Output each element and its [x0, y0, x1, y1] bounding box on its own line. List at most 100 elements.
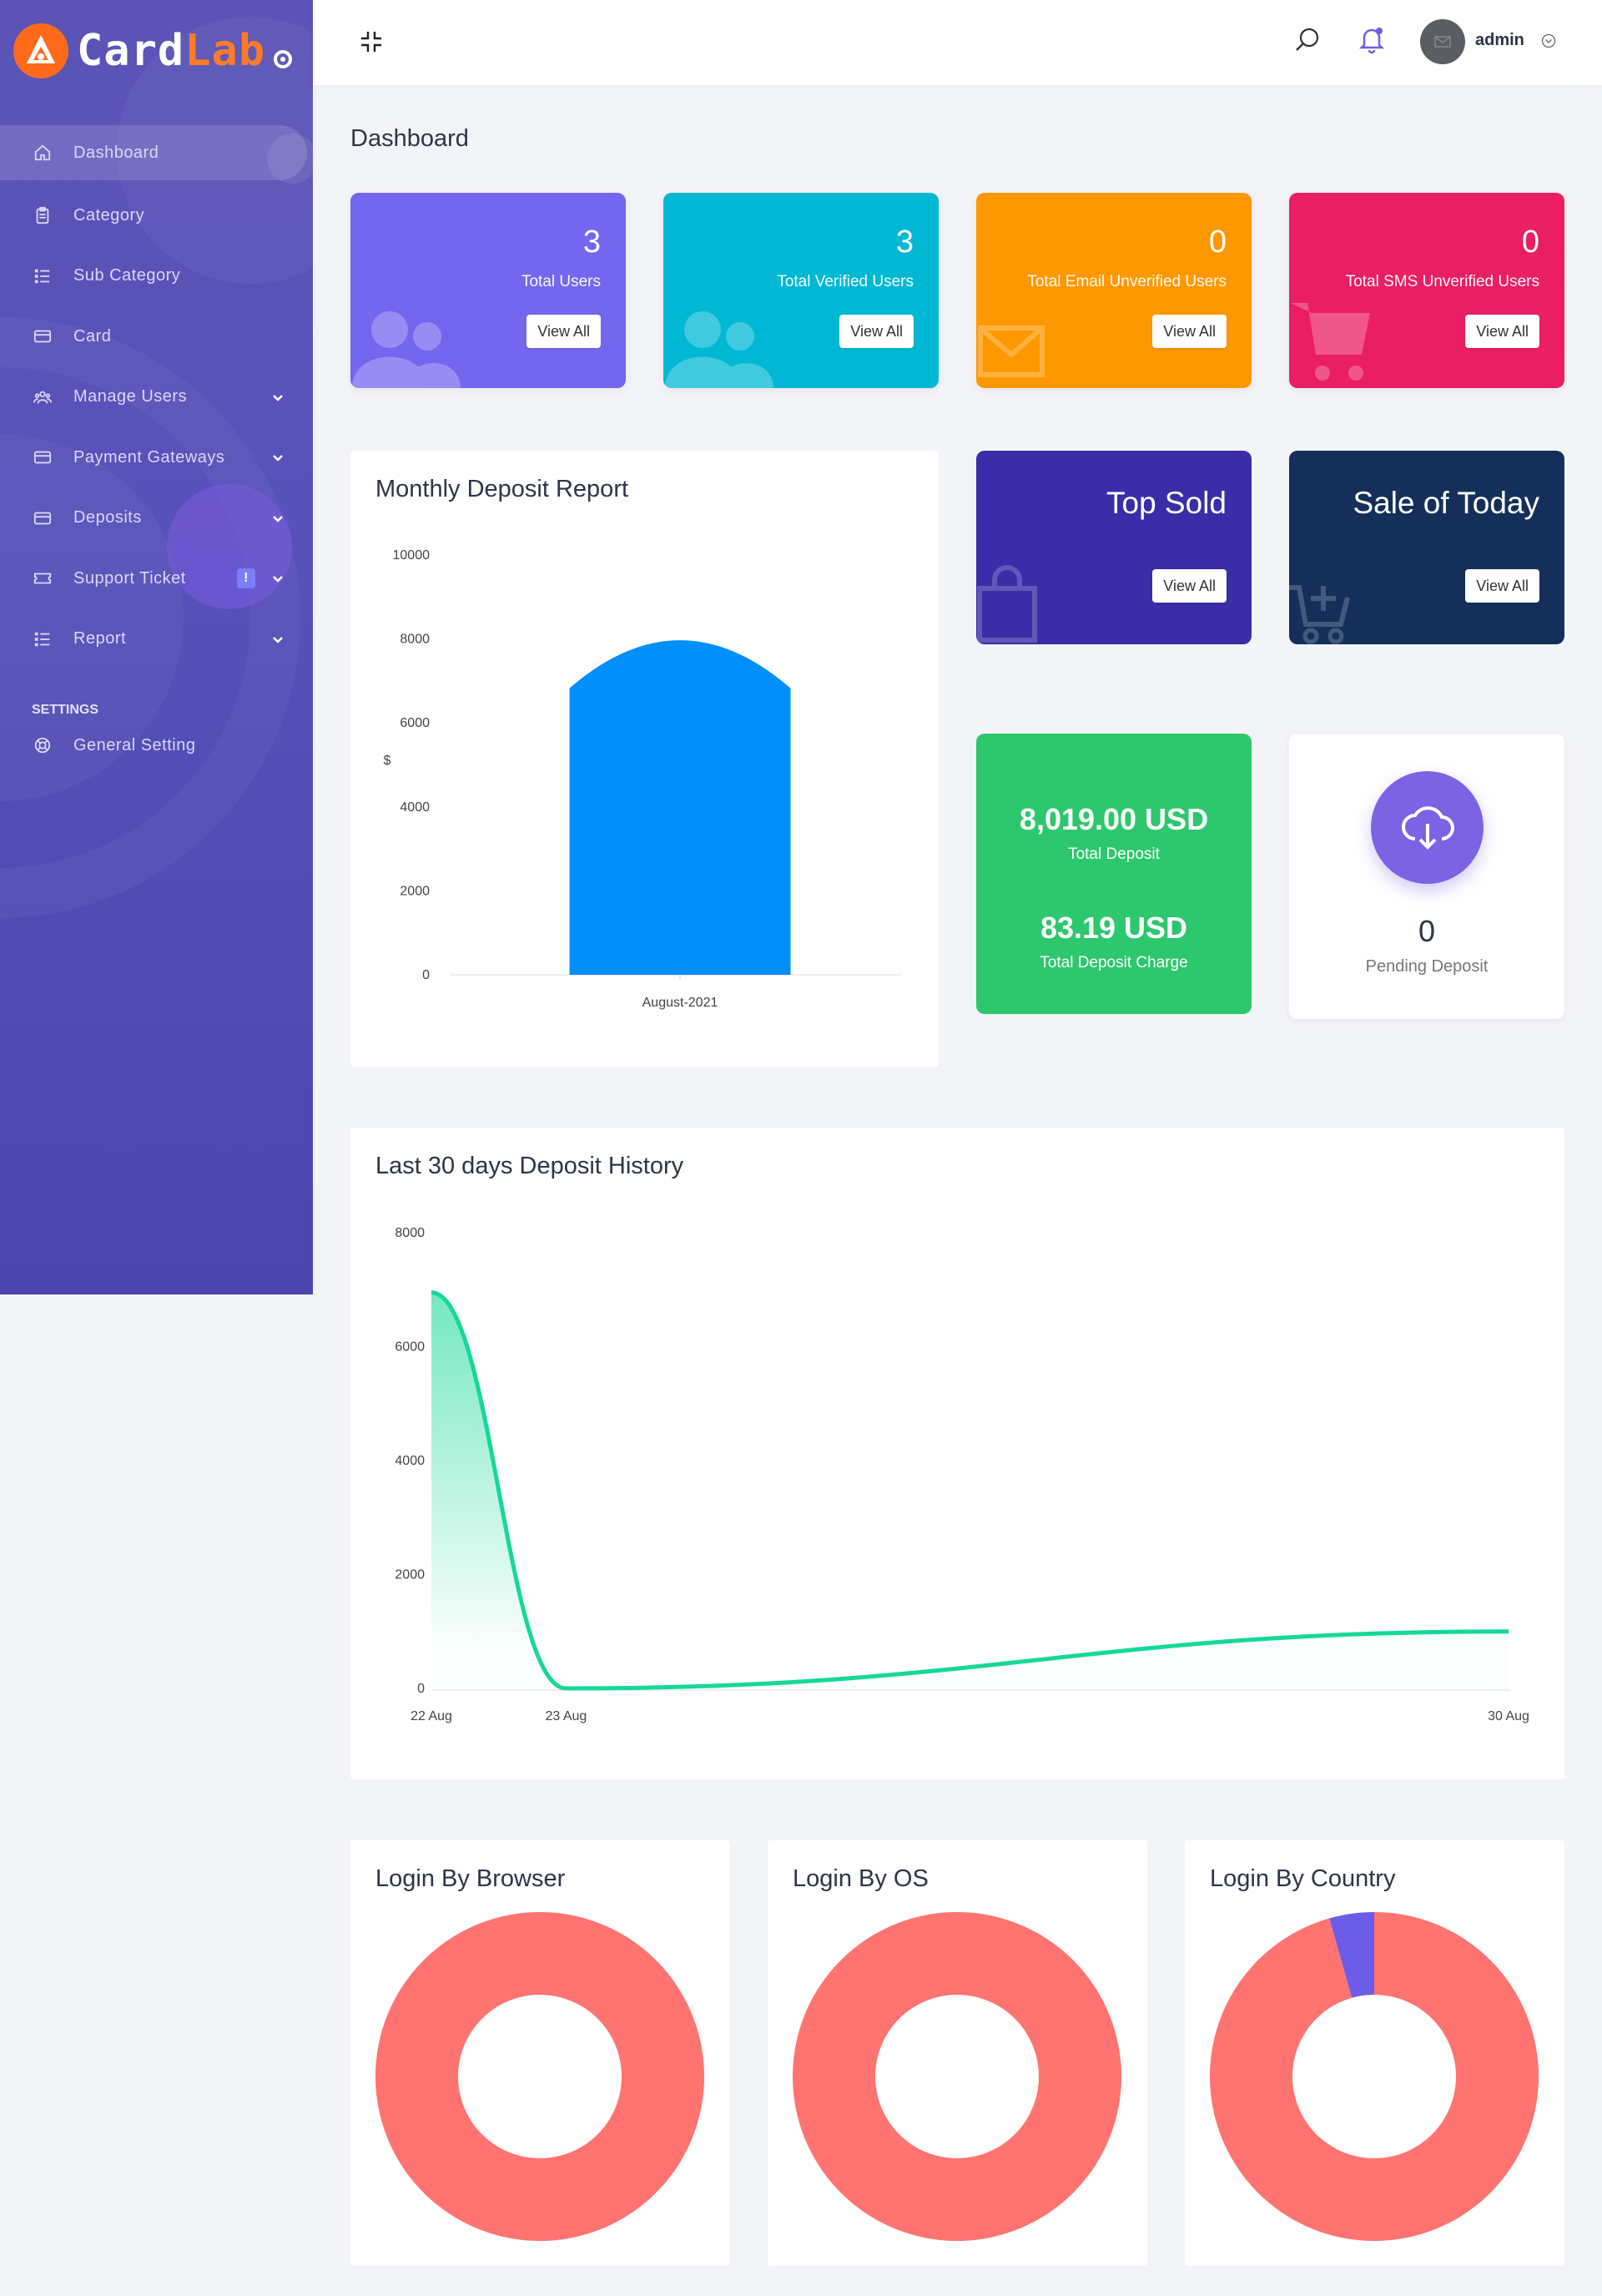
- page-title: Dashboard: [350, 125, 469, 152]
- search-icon[interactable]: [1292, 25, 1322, 55]
- sidebar-decoration: [267, 134, 313, 184]
- sidebar-decoration: [167, 484, 292, 609]
- sidebar-nav: Dashboard Category Sub Category Card Man…: [0, 125, 313, 773]
- sidebar-item-deposits[interactable]: Deposits: [0, 488, 313, 549]
- deposit-history-panel: Last 30 days Deposit History 0 2000 4000 60…: [350, 1128, 1564, 1779]
- stat-card-verified-users: 3 Total Verified Users View All: [663, 193, 939, 388]
- sidebar-item-label: Category: [73, 205, 145, 225]
- collapse-icon[interactable]: [358, 28, 385, 55]
- panel-title: Login By Country: [1210, 1865, 1396, 1892]
- sidebar-item-card[interactable]: Card: [0, 306, 313, 367]
- deposit-history-chart: 0 2000 4000 6000 8000 22 Aug 23 Aug 30 Aug: [395, 1226, 1529, 1723]
- view-all-button[interactable]: View All: [526, 315, 601, 348]
- x-tick-label: 30 Aug: [1488, 1709, 1529, 1723]
- chevron-down-icon: [273, 394, 283, 401]
- chevron-down-icon: [273, 455, 283, 462]
- brand-name: CardLab: [77, 26, 265, 76]
- cloud-download-icon: [1371, 771, 1484, 884]
- promo-title: Top Sold: [1106, 486, 1227, 520]
- stat-label: Total SMS Unverified Users: [1345, 273, 1539, 290]
- username[interactable]: admin: [1475, 31, 1524, 49]
- y-tick-label: 10000: [393, 548, 431, 563]
- stat-value: 3: [895, 225, 914, 260]
- stat-value: 0: [1521, 225, 1539, 260]
- avatar[interactable]: [1420, 19, 1465, 64]
- sidebar-item-label: Deposits: [73, 508, 142, 527]
- y-tick-label: 2000: [400, 884, 430, 898]
- y-tick-label: 6000: [395, 1340, 425, 1355]
- sidebar: CardLab Dashboard Category Sub Category …: [0, 0, 313, 1294]
- credit-card-icon: [32, 448, 53, 467]
- sidebar-item-manage-users[interactable]: Manage Users: [0, 367, 313, 428]
- view-all-button[interactable]: View All: [839, 315, 914, 348]
- users-icon: [32, 388, 53, 406]
- x-tick-label: August-2021: [642, 996, 718, 1010]
- ticket-icon: [32, 569, 53, 588]
- envelope-icon: [1434, 36, 1451, 48]
- view-all-button[interactable]: View All: [1152, 569, 1227, 603]
- x-tick-label: 22 Aug: [411, 1709, 452, 1723]
- bell-icon[interactable]: [1357, 24, 1387, 54]
- notification-badge: !: [237, 568, 255, 589]
- credit-card-icon: [32, 327, 53, 346]
- sidebar-item-label: Dashboard: [73, 143, 159, 162]
- stat-value: 0: [1208, 225, 1227, 260]
- stat-card-sms-unverified: 0 Total SMS Unverified Users View All: [1289, 193, 1564, 388]
- brand-logo[interactable]: CardLab: [13, 22, 293, 80]
- settings-heading: SETTINGS: [32, 703, 99, 717]
- logo-dot-icon: [274, 50, 293, 68]
- envelope-icon: [978, 325, 1045, 377]
- pie-slice: [1210, 1912, 1539, 2241]
- sidebar-item-label: Sub Category: [73, 266, 181, 285]
- pending-deposit-count: 0: [1418, 914, 1436, 948]
- cart-plus-icon: [1289, 585, 1350, 644]
- y-tick-label: 4000: [400, 800, 430, 815]
- stat-card-total-users: 3 Total Users View All: [350, 193, 626, 388]
- sidebar-item-label: General Setting: [73, 735, 196, 754]
- deposit-charge-label: Total Deposit Charge: [1040, 954, 1188, 971]
- sidebar-item-general-setting[interactable]: General Setting: [0, 718, 313, 773]
- top-sold-card: Top Sold View All: [976, 451, 1252, 644]
- monthly-deposit-chart: 0 2000 4000 6000 8000 10000 $ August-2021: [384, 548, 901, 1010]
- sidebar-item-sub-category[interactable]: Sub Category: [0, 246, 313, 307]
- chevron-down-circle-icon[interactable]: [1541, 33, 1556, 48]
- chevron-down-icon: [273, 576, 283, 583]
- login-by-os-panel: Login By OS: [768, 1840, 1147, 2266]
- sidebar-item-dashboard[interactable]: Dashboard: [0, 125, 307, 180]
- view-all-button[interactable]: View All: [1465, 315, 1539, 348]
- login-by-os-chart: [792, 1912, 1121, 2241]
- sidebar-item-category[interactable]: Category: [0, 185, 313, 246]
- pie-slice: [1329, 1912, 1374, 1998]
- sidebar-item-label: Manage Users: [73, 387, 188, 406]
- login-by-browser-chart: [375, 1912, 704, 2241]
- view-all-button[interactable]: View All: [1152, 315, 1227, 348]
- panel-title: Last 30 days Deposit History: [375, 1153, 684, 1179]
- pie-slice: [375, 1912, 704, 2241]
- y-axis-label: $: [384, 754, 391, 768]
- deposit-charge-amount: 83.19 USD: [1040, 911, 1188, 945]
- pending-deposit-card: 0 Pending Deposit: [1289, 734, 1564, 1019]
- view-all-button[interactable]: View All: [1465, 569, 1539, 603]
- top-navbar: admin: [313, 0, 1602, 85]
- pending-deposit-label: Pending Deposit: [1365, 957, 1489, 976]
- users-icon: [665, 311, 773, 388]
- login-by-country-panel: Login By Country: [1185, 1840, 1564, 2266]
- y-tick-label: 4000: [395, 1454, 425, 1468]
- sidebar-item-support-ticket[interactable]: Support Ticket !: [0, 548, 313, 609]
- sale-of-today-card: Sale of Today View All: [1289, 451, 1564, 644]
- panel-title: Login By Browser: [375, 1865, 566, 1892]
- promo-title: Sale of Today: [1353, 486, 1539, 520]
- y-tick-label: 0: [422, 968, 430, 982]
- sidebar-item-label: Report: [73, 629, 127, 648]
- y-tick-label: 8000: [395, 1226, 425, 1240]
- sidebar-item-payment-gateways[interactable]: Payment Gateways: [0, 427, 313, 488]
- deposit-summary-card: 8,019.00 USD Total Deposit 83.19 USD Tot…: [976, 734, 1252, 1014]
- panel-title: Login By OS: [793, 1865, 929, 1892]
- list-icon: [32, 630, 53, 648]
- y-tick-label: 8000: [400, 633, 430, 647]
- list-icon: [32, 267, 53, 285]
- y-tick-label: 0: [417, 1682, 425, 1696]
- users-icon: [352, 311, 461, 388]
- pie-slice: [792, 1912, 1121, 2241]
- sidebar-item-report[interactable]: Report: [0, 609, 313, 670]
